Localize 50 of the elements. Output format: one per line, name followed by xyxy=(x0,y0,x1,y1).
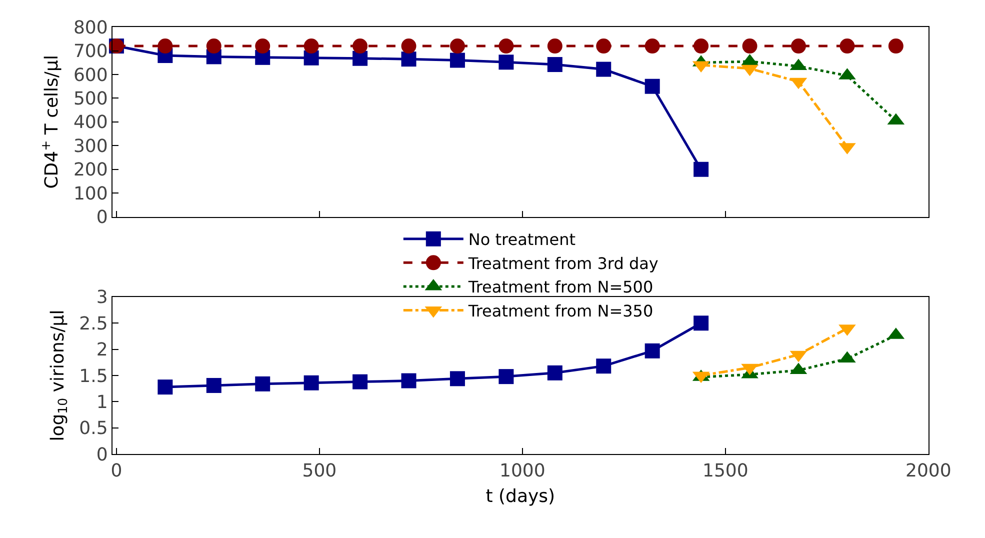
x-axis-title: t (days) xyxy=(486,486,556,507)
point xyxy=(596,38,612,54)
point xyxy=(694,38,709,54)
point xyxy=(644,78,660,94)
point xyxy=(644,38,660,54)
y-tick-label: 200 xyxy=(73,160,108,181)
point xyxy=(840,38,855,54)
y-tick-label: 1.5 xyxy=(79,366,108,387)
y-tick-label: 0 xyxy=(96,207,108,228)
point xyxy=(158,38,173,54)
y-tick-label: 0 xyxy=(96,444,108,466)
y-tick-label: 0.5 xyxy=(79,418,108,440)
y-tick-label: 1 xyxy=(96,392,108,414)
point xyxy=(304,38,319,54)
point xyxy=(401,38,416,54)
point xyxy=(450,38,465,54)
point xyxy=(596,62,612,77)
x-tick-label: 500 xyxy=(302,460,337,482)
point xyxy=(255,38,270,54)
point xyxy=(450,52,465,68)
point xyxy=(742,38,758,54)
legend-label: Treatment from 3rd day xyxy=(467,254,658,273)
x-tick-label: 1000 xyxy=(500,460,546,482)
point xyxy=(352,38,368,54)
y-tick-label: 2 xyxy=(96,340,108,361)
point xyxy=(888,38,904,54)
x-tick-label: 2000 xyxy=(905,460,952,482)
legend-label: Treatment from N=350 xyxy=(467,302,654,321)
x-tick-label: 1500 xyxy=(702,460,748,482)
y-tick-label: 600 xyxy=(73,64,108,86)
y-tick-label: 700 xyxy=(73,41,108,62)
point xyxy=(206,38,222,54)
y-tick-label: 3 xyxy=(96,287,108,308)
point xyxy=(498,38,514,54)
legend-label: Treatment from N=500 xyxy=(467,278,654,297)
y-tick-label: 800 xyxy=(73,17,108,38)
point xyxy=(401,52,416,67)
y-tick-label: 400 xyxy=(73,112,108,134)
y-tick-label: 500 xyxy=(73,88,108,110)
point xyxy=(694,162,709,177)
x-tick-label: 0 xyxy=(110,460,122,482)
legend-label: No treatment xyxy=(468,230,576,250)
point xyxy=(352,50,368,66)
y-tick-label: 2.5 xyxy=(79,313,108,334)
point xyxy=(790,38,806,54)
y-tick-label: 100 xyxy=(73,183,108,204)
point xyxy=(498,54,514,70)
point xyxy=(547,38,562,54)
point xyxy=(547,57,562,72)
y-tick-label: 300 xyxy=(73,136,108,157)
